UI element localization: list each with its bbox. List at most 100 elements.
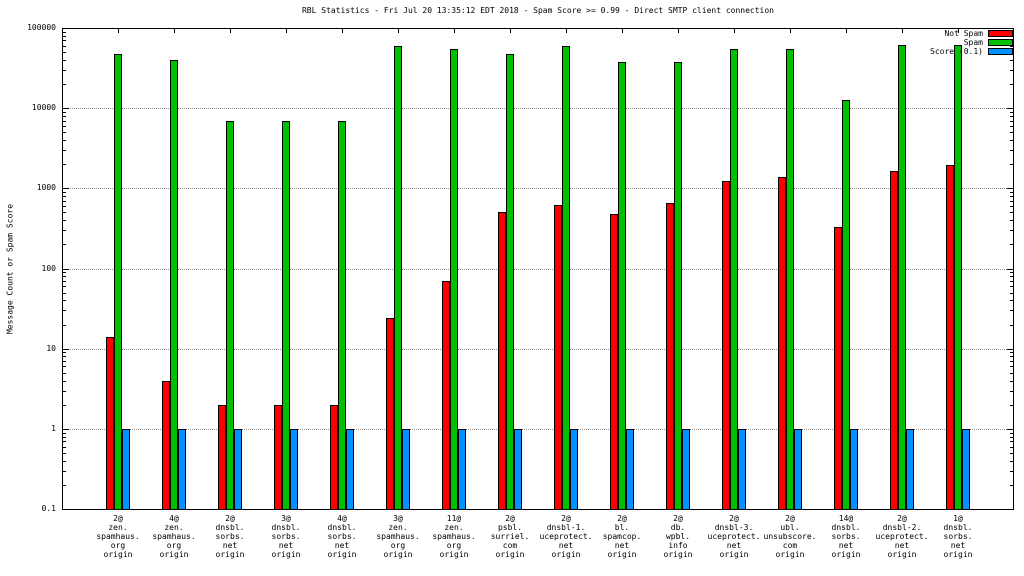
x-tick — [174, 29, 175, 33]
x-tick — [734, 29, 735, 33]
bar-score-0-1 — [514, 429, 522, 509]
y-tick-minor — [63, 325, 66, 326]
bar-score-0-1 — [290, 429, 298, 509]
y-tick-minor — [63, 441, 66, 442]
bar-spam — [338, 121, 346, 509]
y-tick-major — [1007, 108, 1013, 110]
bar-not-spam — [834, 227, 842, 509]
y-tick-major — [1007, 348, 1013, 350]
y-tick-minor — [63, 310, 66, 311]
x-tick — [902, 29, 903, 33]
y-tick-minor — [1010, 196, 1013, 197]
bar-score-0-1 — [738, 429, 746, 509]
y-tick-minor — [1010, 300, 1013, 301]
y-tick-minor — [1010, 206, 1013, 207]
y-tick-minor — [1010, 140, 1013, 141]
y-tick-minor — [63, 281, 66, 282]
y-tick-major — [63, 188, 69, 190]
bar-score-0-1 — [234, 429, 242, 509]
x-tick — [622, 29, 623, 33]
bar-spam — [394, 46, 402, 509]
y-tick-minor — [1010, 437, 1013, 438]
y-tick-minor — [63, 447, 66, 448]
y-tick-minor — [63, 121, 66, 122]
bar-spam — [674, 62, 682, 509]
y-tick-minor — [1010, 276, 1013, 277]
x-tick — [678, 29, 679, 33]
y-tick-minor — [1010, 150, 1013, 151]
y-tick-major — [63, 509, 69, 510]
y-tick-minor — [63, 60, 66, 61]
legend-swatch — [988, 39, 1013, 46]
bar-not-spam — [330, 405, 338, 509]
y-tick-minor — [1010, 405, 1013, 406]
y-tick-minor — [1010, 447, 1013, 448]
bar-score-0-1 — [178, 429, 186, 509]
bar-score-0-1 — [626, 429, 634, 509]
y-tick-minor — [63, 433, 66, 434]
y-tick-minor — [63, 164, 66, 165]
y-tick-major — [1007, 428, 1013, 430]
gridline — [63, 348, 1013, 350]
y-tick-major — [63, 428, 69, 430]
bar-not-spam — [106, 337, 114, 509]
x-tick — [398, 29, 399, 33]
y-tick-minor — [63, 361, 66, 362]
bar-score-0-1 — [402, 429, 410, 509]
y-tick-major — [63, 108, 69, 110]
y-tick-minor — [1010, 212, 1013, 213]
y-tick-minor — [63, 286, 66, 287]
y-tick-minor — [1010, 281, 1013, 282]
bar-not-spam — [162, 381, 170, 509]
bar-spam — [562, 46, 570, 509]
y-tick-minor — [1010, 112, 1013, 113]
y-tick-minor — [1010, 310, 1013, 311]
bar-not-spam — [554, 205, 562, 509]
y-tick-minor — [63, 32, 66, 33]
y-tick-minor — [1010, 220, 1013, 221]
y-tick-label: 10 — [46, 343, 56, 353]
y-tick-minor — [63, 352, 66, 353]
y-tick-minor — [63, 356, 66, 357]
x-axis-label: 2@ zen. spamhaus. org origin — [96, 514, 140, 559]
bar-spam — [226, 121, 234, 509]
y-tick-major — [63, 348, 69, 350]
legend-swatch — [988, 48, 1013, 55]
y-tick-minor — [63, 272, 66, 273]
legend-label: Not Spam — [944, 29, 983, 38]
y-tick-minor — [1010, 366, 1013, 367]
y-tick-label: 1000 — [36, 183, 56, 193]
y-tick-minor — [1010, 325, 1013, 326]
y-tick-minor — [1010, 201, 1013, 202]
bar-not-spam — [722, 181, 730, 509]
bar-spam — [170, 60, 178, 509]
y-tick-minor — [63, 52, 66, 53]
y-tick-minor — [1010, 46, 1013, 47]
x-axis-label: 14@ dnsbl. sorbs. net origin — [831, 514, 861, 559]
y-tick-minor — [63, 70, 66, 71]
y-tick-label: 1 — [51, 423, 56, 433]
bar-not-spam — [498, 212, 506, 509]
y-tick-major — [63, 268, 69, 270]
x-axis-label: 2@ ubl. unsubscore. com origin — [763, 514, 817, 559]
y-tick-minor — [63, 40, 66, 41]
y-tick-minor — [63, 116, 66, 117]
bar-score-0-1 — [962, 429, 970, 509]
y-tick-minor — [63, 293, 66, 294]
y-tick-label: 10000 — [31, 103, 56, 113]
gridline — [63, 428, 1013, 430]
y-tick-minor — [1010, 272, 1013, 273]
y-tick-minor — [63, 461, 66, 462]
y-tick-minor — [1010, 126, 1013, 127]
bar-score-0-1 — [458, 429, 466, 509]
y-tick-minor — [1010, 116, 1013, 117]
y-tick-minor — [1010, 391, 1013, 392]
x-axis-label: 2@ bl. spamcop. net origin — [602, 514, 642, 559]
y-tick-major — [1007, 509, 1013, 510]
bar-not-spam — [778, 177, 786, 509]
x-axis-label: 4@ zen. spamhaus. org origin — [152, 514, 196, 559]
y-tick-minor — [63, 373, 66, 374]
y-tick-minor — [63, 300, 66, 301]
x-axis-label: 2@ dnsbl-3. uceprotect. net origin — [707, 514, 761, 559]
